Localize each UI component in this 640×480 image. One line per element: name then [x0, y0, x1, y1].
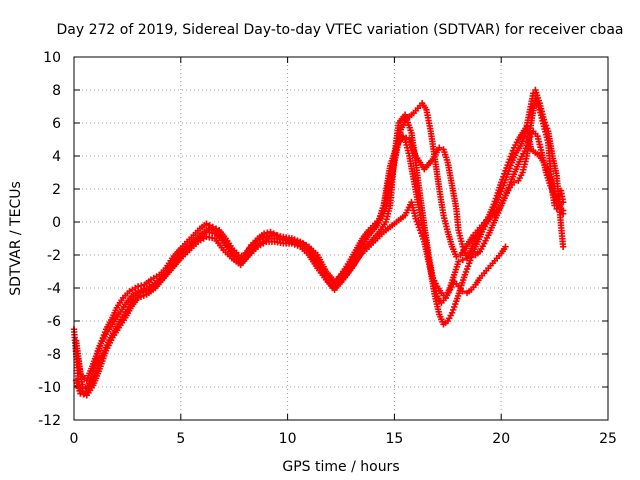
y-tick-label: 10 — [43, 50, 61, 66]
y-tick-label: -2 — [47, 248, 61, 264]
data-point-fill — [554, 202, 562, 209]
data-point — [510, 179, 518, 186]
data-point — [559, 207, 567, 214]
y-tick-label: 4 — [52, 149, 61, 165]
data-point — [77, 390, 84, 397]
data-point — [399, 133, 407, 140]
data-point-fill — [80, 391, 87, 398]
grid-layer — [74, 57, 608, 420]
data-point-fill — [82, 384, 89, 392]
data-point — [463, 255, 471, 262]
data-point — [459, 288, 466, 295]
data-point — [79, 383, 86, 391]
x-axis-label: GPS time / hours — [282, 459, 399, 475]
x-tick-label: 10 — [279, 431, 297, 447]
data-point-fill — [206, 222, 213, 229]
data-point — [468, 253, 475, 260]
y-tick-label: -8 — [47, 347, 61, 363]
y-tick-label: -6 — [47, 314, 61, 330]
data-point — [502, 243, 509, 250]
data-point — [436, 144, 443, 151]
data-point — [559, 199, 567, 206]
data-point — [553, 205, 560, 212]
tick-layer: 0 5 10 15 20 25 -12 -10 -8 -6 -4 -2 0 2 4 6 8 10 — [38, 50, 617, 447]
data-point-fill — [402, 134, 410, 142]
data-point — [559, 243, 567, 250]
x-tick-label: 5 — [176, 431, 185, 447]
y-tick-label: 0 — [52, 215, 61, 231]
data-point — [459, 256, 466, 264]
chart-title: Day 272 of 2019, Sidereal Day-to-day VTE… — [57, 22, 624, 38]
y-axis-label: SDTVAR / TECUs — [8, 181, 24, 296]
x-tick-label: 0 — [70, 431, 79, 447]
data-point — [203, 220, 210, 227]
y-tick-label: 8 — [52, 83, 61, 99]
x-tick-label: 25 — [599, 431, 617, 447]
x-tick-label: 15 — [385, 431, 403, 447]
data-point — [453, 253, 460, 260]
plot-frame — [73, 56, 609, 421]
marker-layer — [70, 86, 567, 399]
data-point — [267, 228, 274, 236]
y-tick-label: 6 — [52, 116, 61, 132]
y-tick-label: -4 — [47, 281, 61, 297]
y-tick-label: -10 — [38, 380, 61, 396]
data-point-fill — [264, 229, 271, 236]
data-point — [455, 258, 462, 265]
y-tick-label: -12 — [38, 413, 61, 429]
x-tick-label: 20 — [492, 431, 510, 447]
y-tick-label: 2 — [52, 182, 61, 198]
